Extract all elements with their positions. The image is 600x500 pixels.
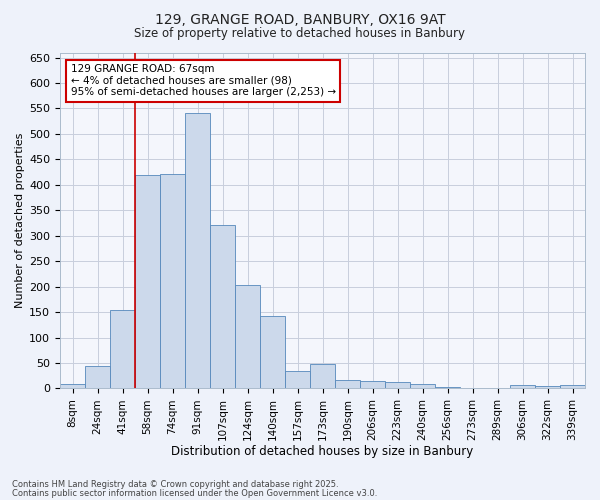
Bar	[535, 386, 560, 388]
Text: 129, GRANGE ROAD, BANBURY, OX16 9AT: 129, GRANGE ROAD, BANBURY, OX16 9AT	[155, 12, 445, 26]
Bar	[410, 384, 435, 388]
Y-axis label: Number of detached properties: Number of detached properties	[15, 133, 25, 308]
Bar	[235, 285, 260, 389]
Bar	[560, 385, 585, 388]
Bar	[110, 310, 135, 388]
Text: 129 GRANGE ROAD: 67sqm
← 4% of detached houses are smaller (98)
95% of semi-deta: 129 GRANGE ROAD: 67sqm ← 4% of detached …	[71, 64, 335, 98]
Text: Contains public sector information licensed under the Open Government Licence v3: Contains public sector information licen…	[12, 488, 377, 498]
Bar	[85, 366, 110, 388]
Bar	[510, 386, 535, 388]
Bar	[135, 174, 160, 388]
Bar	[210, 224, 235, 388]
Bar	[260, 316, 285, 388]
Bar	[310, 364, 335, 388]
Bar	[285, 370, 310, 388]
Text: Contains HM Land Registry data © Crown copyright and database right 2025.: Contains HM Land Registry data © Crown c…	[12, 480, 338, 489]
Bar	[185, 112, 210, 388]
Text: Size of property relative to detached houses in Banbury: Size of property relative to detached ho…	[134, 28, 466, 40]
X-axis label: Distribution of detached houses by size in Banbury: Distribution of detached houses by size …	[172, 444, 473, 458]
Bar	[160, 174, 185, 388]
Bar	[335, 380, 360, 388]
Bar	[360, 382, 385, 388]
Bar	[60, 384, 85, 388]
Bar	[385, 382, 410, 388]
